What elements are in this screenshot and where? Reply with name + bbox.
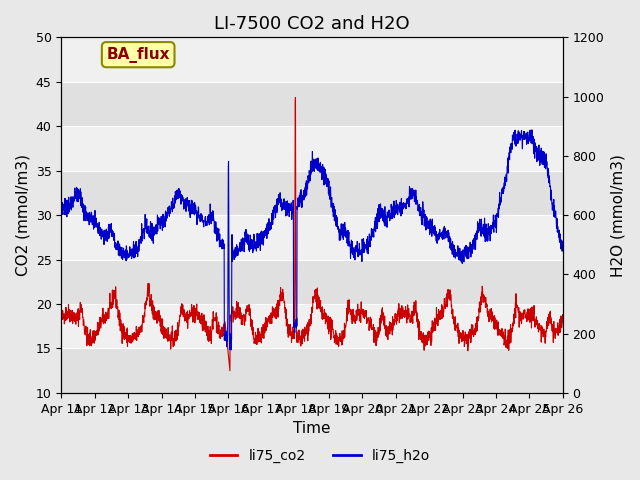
Y-axis label: CO2 (mmol/m3): CO2 (mmol/m3) [15,154,30,276]
Legend: li75_co2, li75_h2o: li75_co2, li75_h2o [204,443,436,468]
X-axis label: Time: Time [293,421,331,436]
Bar [61,82,563,126]
Bar [61,260,563,304]
Bar [61,304,563,348]
Bar [61,171,563,215]
Bar [61,215,563,260]
Bar [61,348,563,393]
Bar [61,37,563,82]
Title: LI-7500 CO2 and H2O: LI-7500 CO2 and H2O [214,15,410,33]
Y-axis label: H2O (mmol/m3): H2O (mmol/m3) [610,154,625,276]
Text: BA_flux: BA_flux [106,47,170,63]
Bar [61,126,563,171]
